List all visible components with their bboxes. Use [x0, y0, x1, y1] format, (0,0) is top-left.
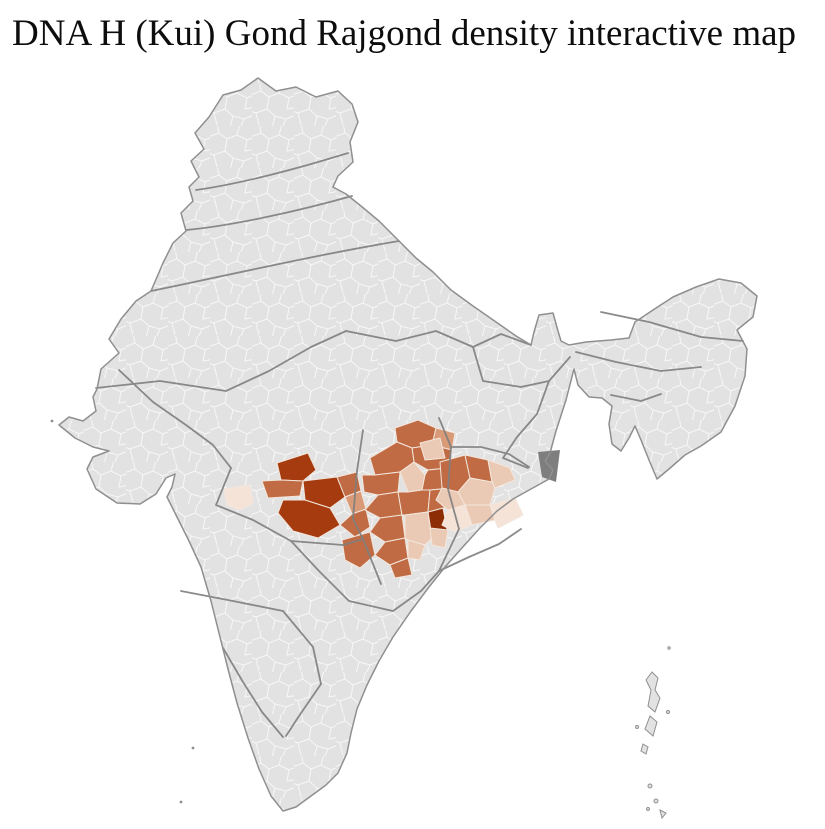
district[interactable] [489, 497, 524, 529]
page-title: DNA H (Kui) Gond Rajgond density interac… [12, 13, 797, 54]
state-borders [95, 152, 744, 738]
district[interactable] [397, 489, 431, 516]
district[interactable] [276, 452, 317, 482]
andaman-nicobar-islands [635, 646, 671, 820]
district[interactable] [261, 479, 304, 499]
district[interactable] [419, 437, 446, 461]
lakshadweep-islands [50, 419, 195, 804]
district[interactable] [302, 476, 346, 509]
district[interactable] [407, 539, 426, 561]
district[interactable] [487, 459, 516, 489]
district[interactable] [341, 531, 376, 569]
district[interactable] [277, 499, 341, 539]
national-outline [58, 77, 758, 812]
district[interactable] [429, 527, 449, 549]
district[interactable] [389, 557, 413, 579]
district[interactable] [223, 484, 254, 511]
district[interactable] [361, 471, 401, 496]
